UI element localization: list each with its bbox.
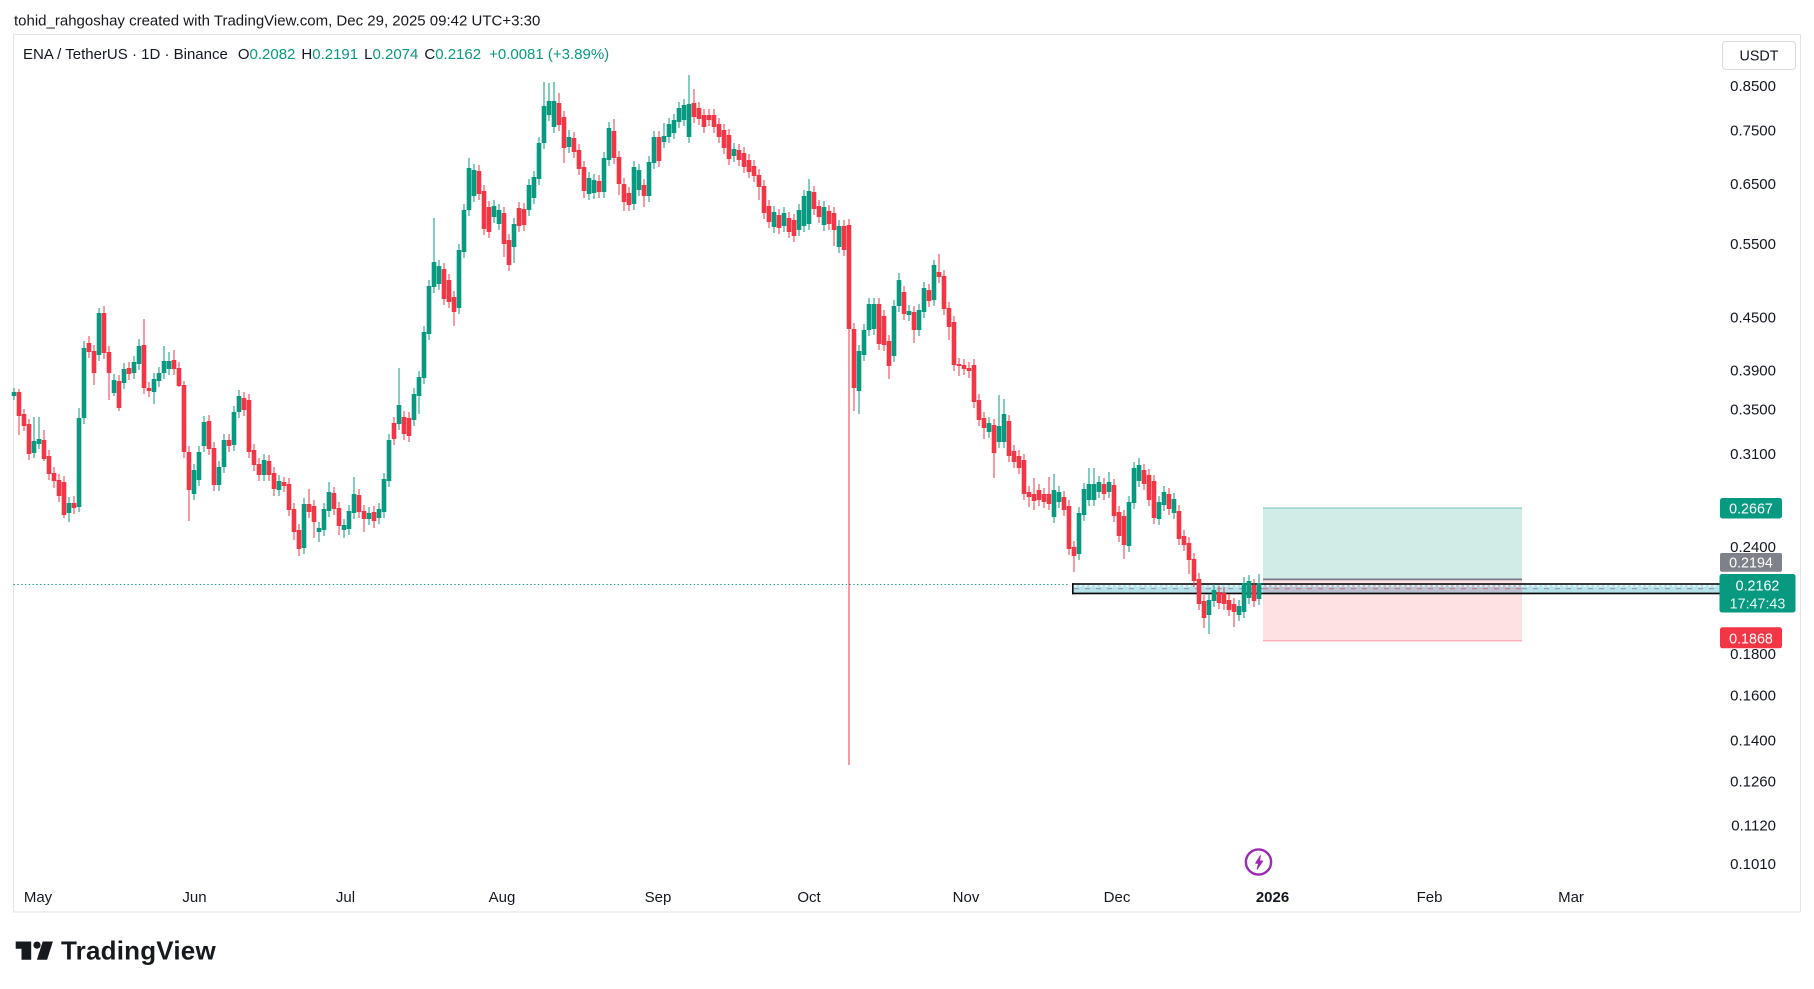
svg-text:Aug: Aug — [489, 889, 516, 906]
svg-text:Jul: Jul — [336, 889, 355, 906]
svg-text:0.1260: 0.1260 — [1730, 774, 1776, 791]
svg-text:0.2194: 0.2194 — [1729, 556, 1773, 572]
svg-text:0.3900: 0.3900 — [1730, 363, 1776, 380]
svg-text:Sep: Sep — [645, 889, 672, 906]
svg-text:Mar: Mar — [1558, 889, 1584, 906]
svg-text:2026: 2026 — [1256, 889, 1289, 906]
svg-text:17:47:43: 17:47:43 — [1730, 597, 1786, 613]
svg-text:0.2400: 0.2400 — [1730, 539, 1776, 556]
svg-text:0.7500: 0.7500 — [1730, 123, 1776, 140]
svg-text:0.6500: 0.6500 — [1730, 176, 1776, 193]
svg-text:Oct: Oct — [797, 889, 821, 906]
svg-text:Nov: Nov — [953, 889, 980, 906]
svg-text:May: May — [24, 889, 53, 906]
svg-text:Jun: Jun — [182, 889, 206, 906]
svg-text:0.3500: 0.3500 — [1730, 402, 1776, 419]
svg-text:0.1120: 0.1120 — [1731, 818, 1776, 835]
svg-text:0.2162: 0.2162 — [1736, 579, 1780, 595]
svg-text:0.1800: 0.1800 — [1730, 646, 1776, 663]
svg-text:tohid_rahgoshay created with T: tohid_rahgoshay created with TradingView… — [14, 13, 540, 30]
svg-text:Dec: Dec — [1104, 889, 1131, 906]
svg-text:0.1600: 0.1600 — [1730, 688, 1776, 705]
svg-text:0.1010: 0.1010 — [1730, 856, 1776, 873]
svg-text:Feb: Feb — [1417, 889, 1443, 906]
svg-text:TradingView: TradingView — [61, 936, 216, 966]
svg-text:USDT: USDT — [1740, 49, 1779, 65]
svg-text:0.1400: 0.1400 — [1730, 733, 1776, 750]
svg-text:0.4500: 0.4500 — [1730, 310, 1776, 327]
svg-text:0.5500: 0.5500 — [1730, 236, 1776, 253]
svg-text:0.1868: 0.1868 — [1729, 631, 1773, 647]
svg-text:0.2667: 0.2667 — [1729, 502, 1773, 518]
svg-text:0.3100: 0.3100 — [1730, 446, 1776, 463]
svg-text:0.8500: 0.8500 — [1730, 78, 1776, 95]
